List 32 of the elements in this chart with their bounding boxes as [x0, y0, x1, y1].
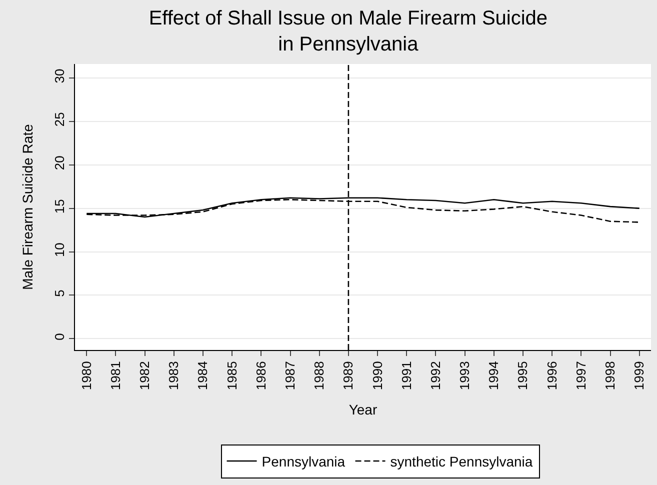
x-tick-label: 1983 — [166, 361, 182, 390]
y-tick-label: 30 — [52, 68, 67, 84]
x-tick-label: 1992 — [428, 361, 443, 390]
x-tick-label: 1996 — [544, 361, 560, 390]
x-tick-label: 1991 — [398, 361, 414, 390]
y-tick-label: 20 — [52, 156, 67, 170]
chart-title: Effect of Shall Issue on Male Firearm Suicide in Pennsylvania — [148, 7, 548, 56]
x-tick-label: 1994 — [486, 361, 502, 390]
y-tick-label: 25 — [52, 112, 67, 127]
x-tick-label: 1997 — [573, 361, 588, 390]
y-axis-title: Male Firearm Suicide Rate — [19, 124, 36, 290]
legend-label: synthetic Pennsylvania — [390, 453, 533, 470]
y-tick-label: 5 — [52, 290, 67, 297]
x-tick-label: 1998 — [602, 361, 618, 390]
x-tick-label: 1984 — [195, 361, 210, 390]
x-tick-label: 1987 — [282, 361, 298, 390]
x-tick-label: 1986 — [253, 361, 268, 390]
x-tick-label: 1981 — [108, 361, 123, 390]
x-axis-title: Year — [348, 401, 378, 418]
y-tick-label: 15 — [52, 199, 67, 214]
x-tick-label: 1980 — [78, 361, 94, 390]
x-tick-label: 1993 — [457, 361, 472, 390]
x-tick-label: 1985 — [224, 361, 240, 390]
x-tick-label: 1988 — [312, 361, 327, 390]
x-tick-label: 1982 — [137, 361, 152, 390]
x-tick-label: 1995 — [515, 361, 530, 390]
y-tick-label: 0 — [52, 333, 67, 340]
legend-label: Pennsylvania — [262, 453, 346, 470]
x-tick-label: 1990 — [370, 361, 385, 390]
y-tick-label: 10 — [52, 242, 67, 258]
x-tick-label: 1989 — [340, 361, 356, 390]
x-tick-label: 1999 — [632, 361, 647, 390]
